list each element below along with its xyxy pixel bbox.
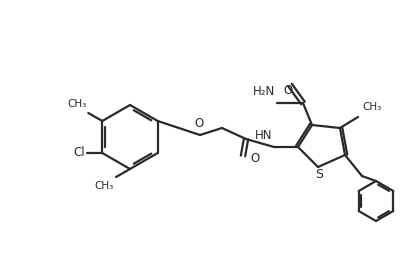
Text: O: O (283, 84, 293, 98)
Text: CH₃: CH₃ (67, 99, 86, 109)
Text: CH₃: CH₃ (95, 181, 114, 191)
Text: HN: HN (255, 129, 272, 142)
Text: Cl: Cl (74, 147, 85, 160)
Text: H₂N: H₂N (253, 85, 275, 98)
Text: O: O (194, 117, 204, 130)
Text: O: O (250, 152, 259, 164)
Text: CH₃: CH₃ (362, 102, 381, 112)
Text: S: S (315, 167, 323, 180)
